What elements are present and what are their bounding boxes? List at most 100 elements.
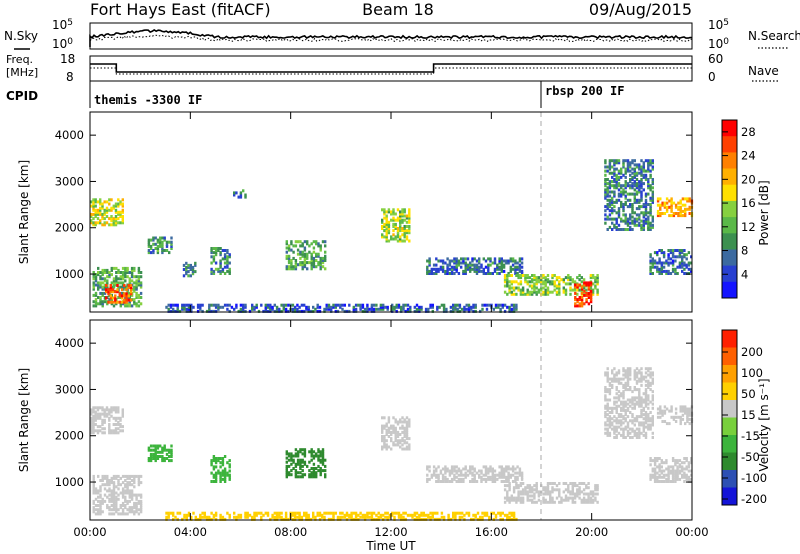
data-region <box>165 303 518 313</box>
data-cell <box>649 381 652 385</box>
data-cell <box>210 309 213 313</box>
data-cell <box>403 208 406 212</box>
data-cell <box>473 467 476 471</box>
data-cell <box>121 504 125 507</box>
data-cell <box>611 175 614 179</box>
data-cell <box>228 469 231 473</box>
data-cell <box>497 511 500 515</box>
data-cell <box>316 511 319 515</box>
data-cell <box>269 309 272 313</box>
data-cell <box>455 480 458 483</box>
data-cell <box>653 251 657 255</box>
data-cell <box>101 408 104 412</box>
data-cell <box>674 469 677 473</box>
data-cell <box>408 225 411 228</box>
data-cell <box>647 379 650 383</box>
data-cell <box>613 377 616 381</box>
data-cell <box>587 482 590 485</box>
data-cell <box>366 513 369 517</box>
data-cell <box>604 415 607 419</box>
data-cell <box>580 498 583 502</box>
data-cell <box>574 304 577 308</box>
data-cell <box>496 263 499 267</box>
data-cell <box>516 267 519 271</box>
data-cell <box>611 423 614 427</box>
data-cell <box>432 272 436 275</box>
data-cell <box>262 513 265 517</box>
velocity-ylabel: Slant Range [km] <box>17 368 31 472</box>
colorbar-tick-label: -15 <box>741 429 760 443</box>
data-cell <box>594 498 597 502</box>
data-cell <box>537 492 541 496</box>
data-cell <box>99 275 102 279</box>
data-cell <box>303 259 307 262</box>
data-cell <box>390 433 393 436</box>
data-cell <box>92 406 95 410</box>
data-cell <box>399 237 402 241</box>
data-cell <box>515 280 518 284</box>
data-cell <box>405 435 409 438</box>
data-cell <box>644 205 648 209</box>
data-cell <box>199 303 202 307</box>
colorbar-tick-label: 28 <box>741 125 756 139</box>
data-cell <box>112 304 116 308</box>
data-cell <box>679 201 682 205</box>
data-cell <box>606 207 609 211</box>
data-cell <box>663 201 667 205</box>
data-cell <box>110 273 113 277</box>
data-cell <box>537 290 541 294</box>
data-cell <box>506 305 509 309</box>
data-cell <box>672 415 676 419</box>
data-cell <box>473 269 476 273</box>
nsky-series <box>89 29 692 47</box>
data-cell <box>394 212 397 216</box>
data-cell <box>604 390 607 394</box>
data-cell <box>671 253 675 257</box>
data-cell <box>112 219 115 223</box>
data-cell <box>633 417 636 421</box>
data-cell <box>482 465 485 469</box>
x-tick-label: 08:00 <box>274 525 307 539</box>
data-cell <box>617 182 621 186</box>
data-cell <box>558 288 561 292</box>
data-cell <box>94 487 98 491</box>
data-cell <box>307 305 310 309</box>
data-cell <box>203 511 206 515</box>
data-cell <box>394 443 397 447</box>
data-cell <box>163 249 166 252</box>
data-cell <box>503 513 507 517</box>
data-cell <box>512 280 516 284</box>
data-cell <box>323 511 326 515</box>
data-cell <box>672 214 676 218</box>
data-cell <box>649 205 652 209</box>
data-cell <box>101 423 104 426</box>
data-cell <box>152 236 155 240</box>
data-cell <box>506 494 509 498</box>
data-cell <box>290 458 293 462</box>
data-cell <box>285 452 288 456</box>
data-cell <box>228 269 231 273</box>
data-cell <box>617 171 621 175</box>
data-cell <box>307 513 310 517</box>
data-cell <box>92 300 95 304</box>
data-cell <box>580 490 583 494</box>
data-cell <box>137 483 141 487</box>
data-cell <box>687 272 691 275</box>
data-cell <box>555 278 559 282</box>
data-cell <box>651 419 654 423</box>
data-cell <box>453 469 456 473</box>
data-cell <box>671 471 675 475</box>
data-cell <box>99 298 102 302</box>
data-cell <box>441 259 445 263</box>
data-cell <box>589 291 593 295</box>
data-cell <box>521 286 525 290</box>
data-cell <box>420 513 423 517</box>
data-cell <box>319 469 322 473</box>
data-cell <box>343 309 346 313</box>
data-cell <box>535 486 538 490</box>
data-cell <box>526 274 529 277</box>
data-cell <box>117 431 120 435</box>
data-cell <box>125 300 128 304</box>
data-cell <box>293 513 297 517</box>
data-cell <box>589 276 593 280</box>
